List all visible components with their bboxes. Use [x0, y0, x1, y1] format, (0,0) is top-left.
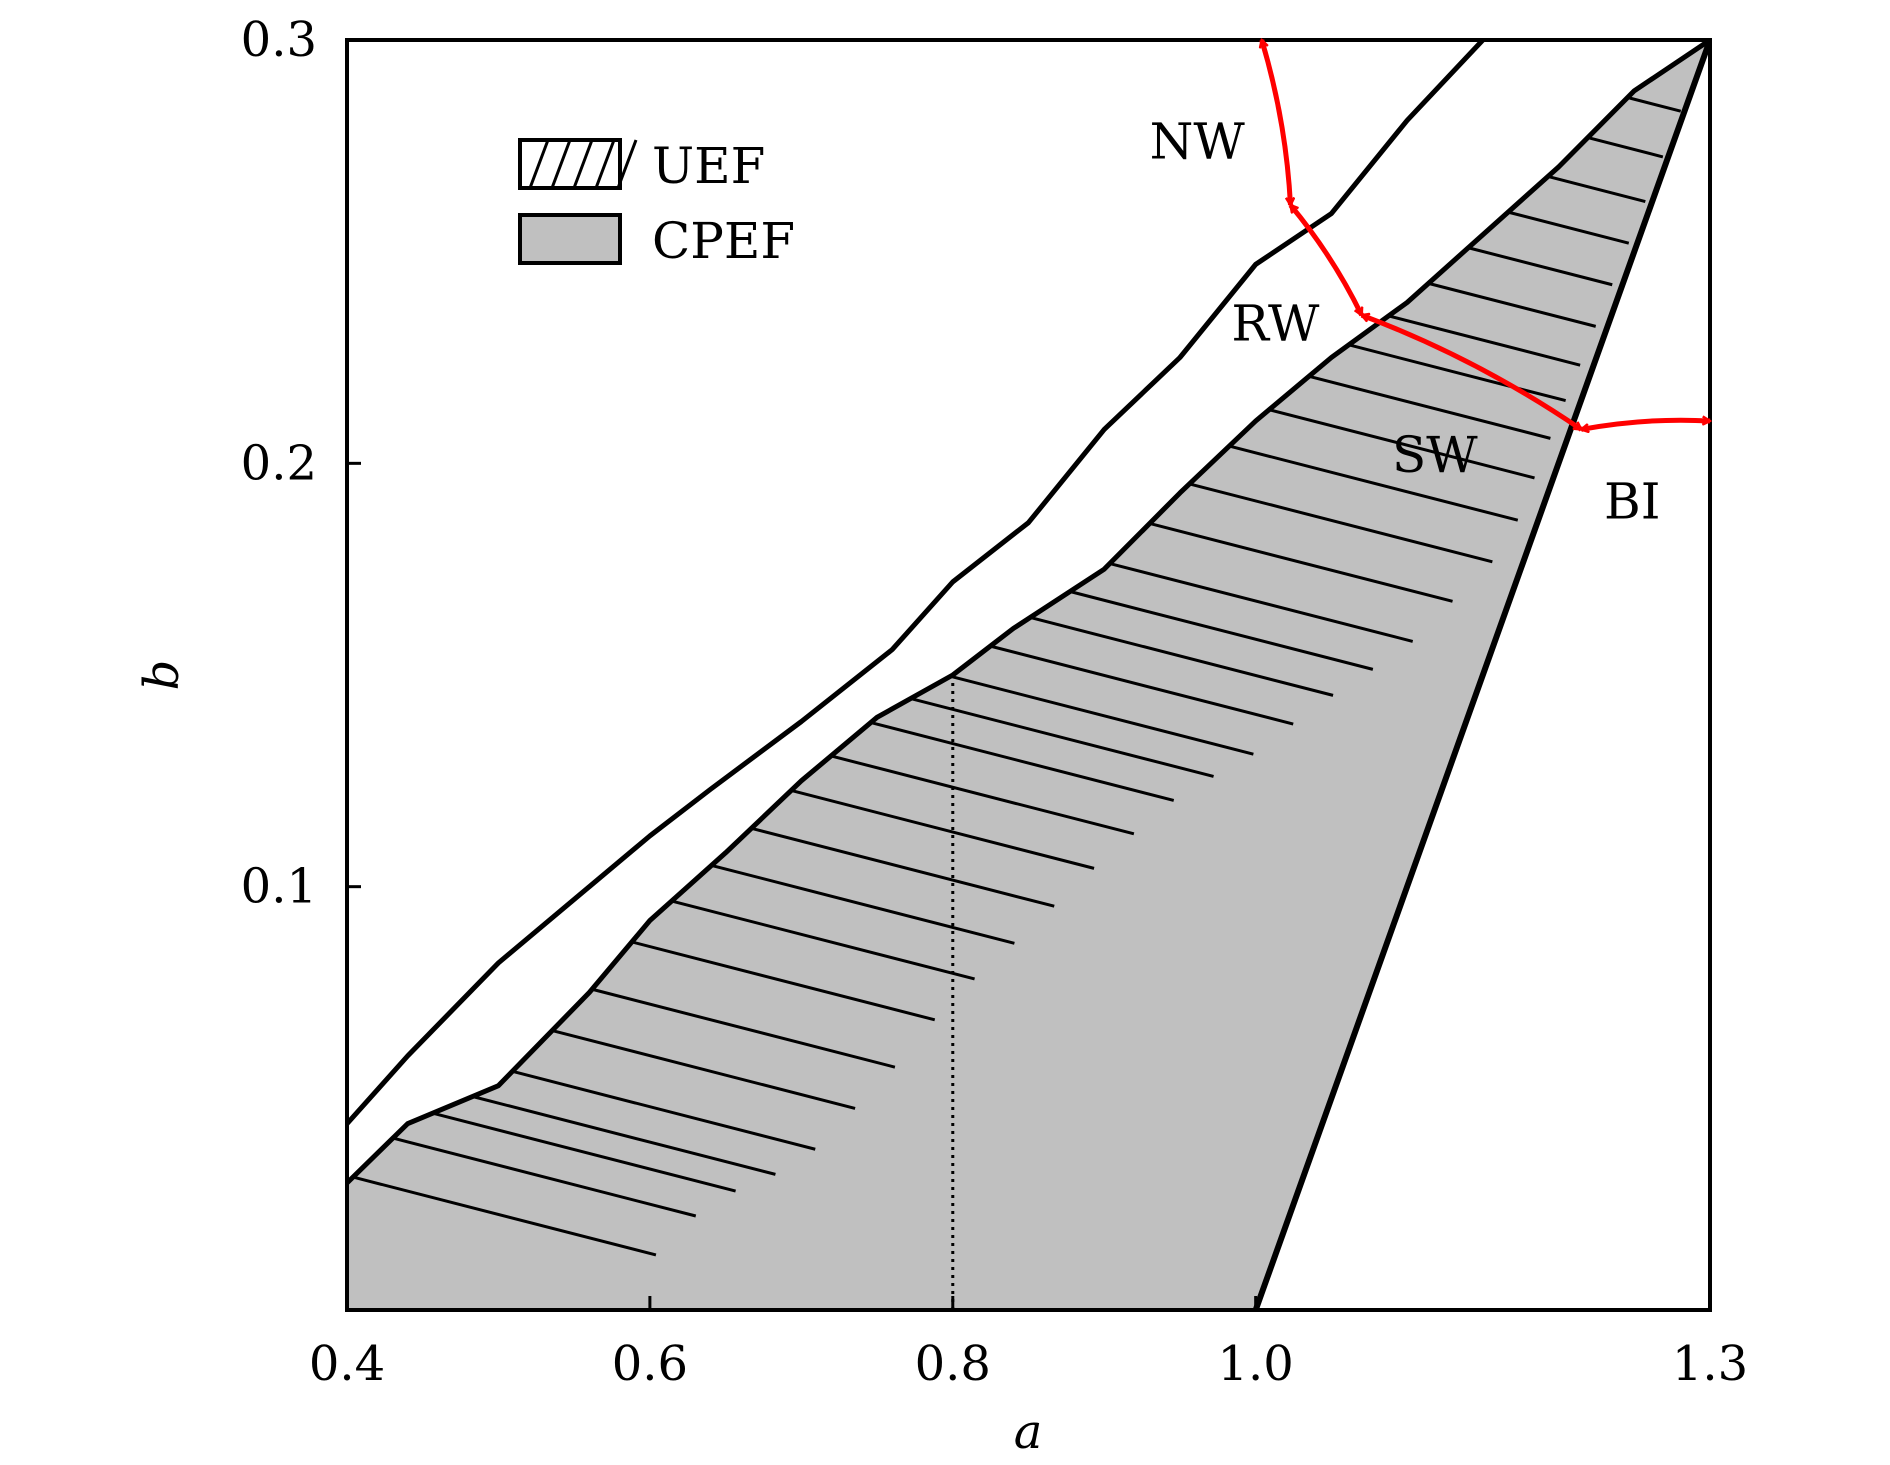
hatch-line [591, 987, 896, 1069]
hatch-line [631, 940, 936, 1022]
hatch-line [1547, 175, 1646, 203]
cpef-lower-boundary-line [1252, 40, 1710, 1310]
hatch-line [750, 826, 1055, 908]
region-label-rw: RW [1231, 295, 1320, 353]
region-label-bi: BI [1604, 472, 1661, 530]
plot-frame [345, 38, 1712, 1312]
hatch-line [989, 644, 1294, 726]
hatch-line [1109, 562, 1414, 643]
hatch-line [1627, 96, 1682, 113]
hatch-line [790, 789, 1095, 870]
x-tick-label: 1.3 [1672, 1336, 1748, 1392]
bifurcation-arrow [1362, 315, 1582, 432]
legend-swatch-uef-hatch [528, 139, 638, 189]
y-tick-label: 0.2 [241, 435, 317, 491]
hatch-line [1189, 482, 1493, 564]
legend-hatch-line [572, 139, 594, 189]
legend: UEF CPEF [518, 137, 795, 270]
cpef-upper-boundary-line [347, 40, 1710, 1185]
y-tick-label: 0.3 [241, 12, 317, 68]
hatch-line [1228, 444, 1519, 522]
legend-swatch-cpef [518, 213, 622, 265]
legend-hatch-line [616, 139, 638, 189]
x-axis-label: a [1014, 1404, 1043, 1460]
hatch-line [910, 697, 1214, 778]
x-tick-label: 0.6 [612, 1336, 688, 1392]
hatch-line [551, 1029, 856, 1110]
legend-label-uef: UEF [652, 137, 765, 195]
y-tick-label: 0.1 [241, 859, 317, 915]
hatch-line [1268, 408, 1535, 480]
bifurcation-arrow [1262, 40, 1291, 205]
hatch-line [1587, 136, 1664, 159]
bifurcation-arrow [1288, 205, 1364, 315]
bifurcation-arrow [1581, 420, 1710, 429]
hatch-line [711, 863, 1015, 945]
hatch-line [1507, 210, 1630, 245]
hatch-line [950, 674, 1254, 756]
hatch-line [472, 1095, 776, 1176]
region-label-nw: NW [1150, 113, 1246, 171]
hatch-line [392, 1136, 697, 1218]
legend-hatch-line [594, 139, 616, 189]
hatch-line [512, 1069, 816, 1151]
legend-hatch-line [528, 139, 550, 189]
uef-hatching [352, 96, 1682, 1257]
hatch-line [432, 1111, 736, 1193]
legend-label-cpef: CPEF [652, 212, 795, 270]
x-tick-label: 0.8 [915, 1336, 991, 1392]
region-label-sw: SW [1392, 426, 1478, 484]
hatch-line [352, 1175, 657, 1257]
hatch-line [671, 899, 975, 981]
hatch-line [1029, 616, 1334, 697]
axes: 0.4 0.6 0.8 1.0 1.3 0.1 0.2 0.3 [241, 12, 1749, 1392]
hatch-line [1149, 521, 1453, 603]
hatch-line [830, 754, 1135, 836]
hatch-line [1467, 246, 1613, 287]
hatch-line [1069, 590, 1374, 671]
hatch-line [870, 721, 1175, 802]
y-axis-label: b [134, 660, 190, 691]
x-tick-label: 1.0 [1217, 1336, 1293, 1392]
legend-hatch-line [550, 139, 572, 189]
x-tick-label: 0.4 [309, 1336, 385, 1392]
annotations: NW RW SW BI [1150, 40, 1710, 530]
